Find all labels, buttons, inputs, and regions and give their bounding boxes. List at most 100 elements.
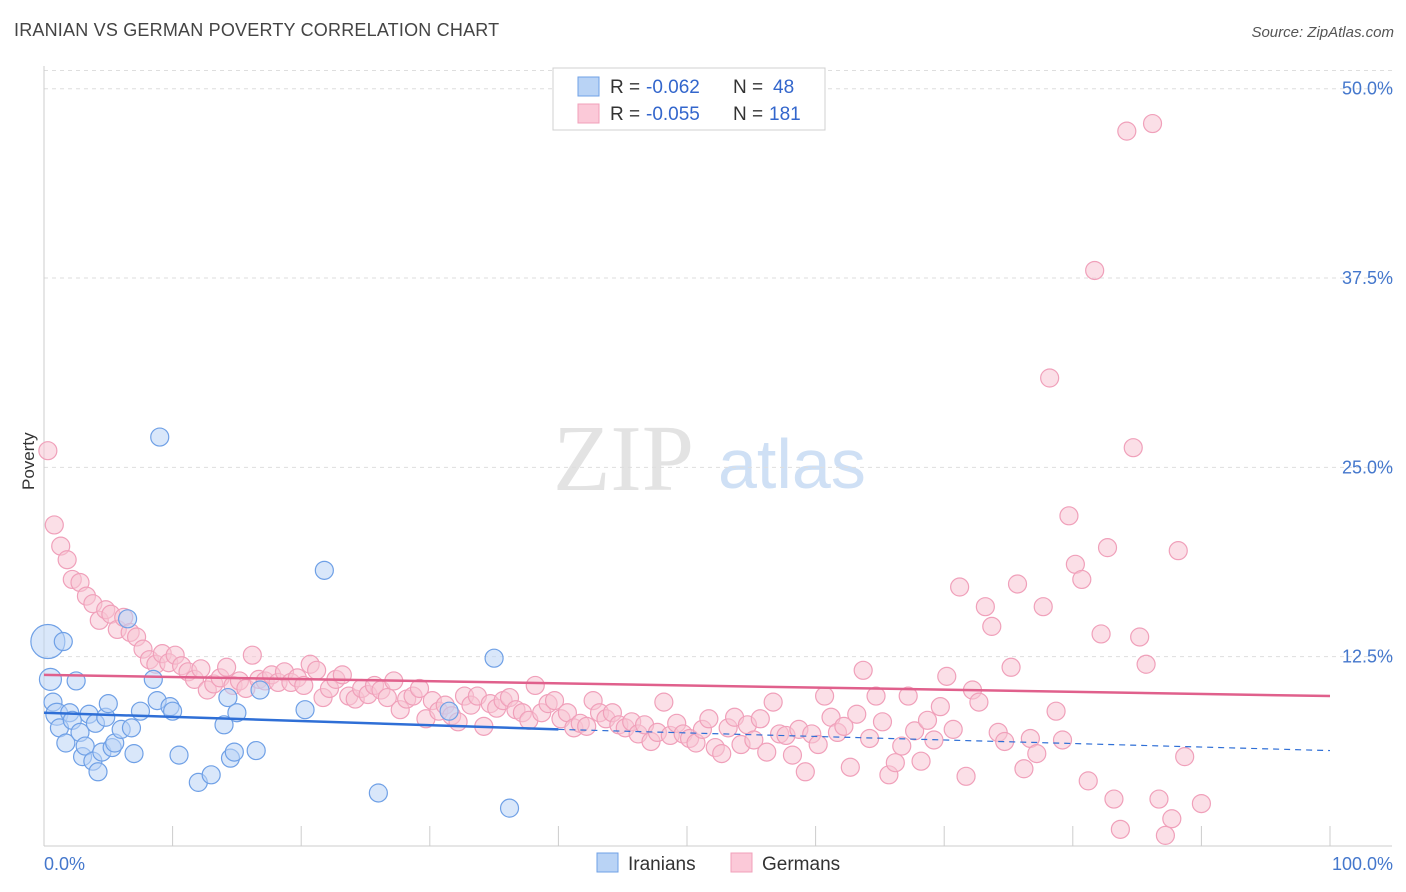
legend-n-label-2: N = [733,104,763,125]
german-point [377,687,397,708]
iranian-point [295,700,315,720]
german-point [1091,624,1111,644]
iranians-trend-line [43,711,559,731]
y-tick-label: 37.5% [1342,268,1393,288]
legend-r-label-1: R = [610,77,640,98]
german-point [1001,657,1021,677]
iranian-point [53,631,73,652]
german-point [1027,744,1047,764]
german-point [943,719,963,739]
iranians-trend-extension [558,728,1331,752]
german-point [332,665,352,685]
legend-n-label-1: N = [733,77,763,98]
german-point [956,766,976,786]
german-point [937,666,957,686]
german-point [975,597,995,617]
german-point [969,692,989,712]
iranian-point [439,701,459,721]
iranian-point [227,703,247,723]
german-point [1117,121,1137,141]
iranian-point [98,694,118,714]
german-point [1072,569,1092,590]
german-point [834,716,854,736]
german-point [866,686,886,706]
x-tick-label: 0.0% [44,854,85,874]
bottom-legend-iranians: Iranians [628,854,696,875]
german-point [905,721,925,741]
german-point [191,659,211,679]
iranians-points [30,427,520,818]
iranian-point [56,733,76,753]
bottom-legend-swatch-iranians [596,852,619,873]
german-point [982,616,1002,636]
german-point [525,675,545,696]
german-point [57,550,77,570]
german-point [1052,730,1073,750]
germans-points [38,113,1212,845]
german-point [577,716,597,736]
german-point [307,660,327,680]
iranian-point [143,669,163,689]
german-point [892,736,912,756]
german-point [544,691,565,711]
german-point [1014,759,1034,779]
grid-lines [44,70,1392,658]
german-point [1007,574,1028,594]
german-point [1059,506,1079,526]
german-point [853,660,873,680]
iranian-point [314,560,334,580]
bottom-legend-germans: Germans [762,854,840,875]
legend-n-value-1: 48 [773,77,794,98]
german-point [1130,627,1150,647]
german-point [757,742,777,762]
german-point [1040,368,1060,388]
y-axis-label: Poverty [19,432,38,490]
iranian-point [38,667,63,691]
legend-n-value-2: 181 [769,104,801,125]
german-point [930,697,950,717]
german-point [1168,541,1188,561]
german-point [808,734,828,755]
x-tick-label: 100.0% [1332,854,1393,874]
german-point [840,757,860,777]
german-point [217,657,237,677]
y-tick-label: 25.0% [1342,457,1393,477]
iranian-point [117,609,138,629]
bottom-legend-swatch-germans [730,852,753,873]
german-point [1097,538,1118,558]
german-point [1104,789,1124,809]
legend-swatch-iranians [577,76,600,97]
german-point [1191,793,1212,814]
german-point [847,704,867,724]
german-point [712,744,732,764]
germans-trend-line [43,673,1331,698]
german-point [917,710,938,730]
iranian-point [121,718,142,738]
legend-swatch-germans [577,103,600,124]
german-point [1046,701,1066,721]
german-point [744,730,764,750]
iranian-point [224,742,244,762]
german-point [38,441,58,461]
iranian-point [368,783,388,803]
german-point [950,577,970,597]
iranian-point [246,740,266,761]
german-point [1078,771,1098,791]
chart-title: IRANIAN VS GERMAN POVERTY CORRELATION CH… [14,20,500,40]
legend-r-label-2: R = [610,104,640,125]
iranian-point [250,680,270,700]
german-point [1175,747,1195,767]
legend-r-value-1: -0.062 [646,77,700,98]
german-point [898,686,918,706]
german-point [44,515,64,535]
german-point [763,692,783,712]
iranian-point [88,762,108,782]
german-point [911,751,931,771]
iranian-point [130,701,151,721]
iranian-point [218,687,238,708]
german-point [1110,819,1130,839]
german-point [1162,809,1182,829]
german-point [242,645,262,665]
tick-labels: 12.5% 25.0% 37.5% 50.0% 0.0% 100.0% [44,79,1393,874]
